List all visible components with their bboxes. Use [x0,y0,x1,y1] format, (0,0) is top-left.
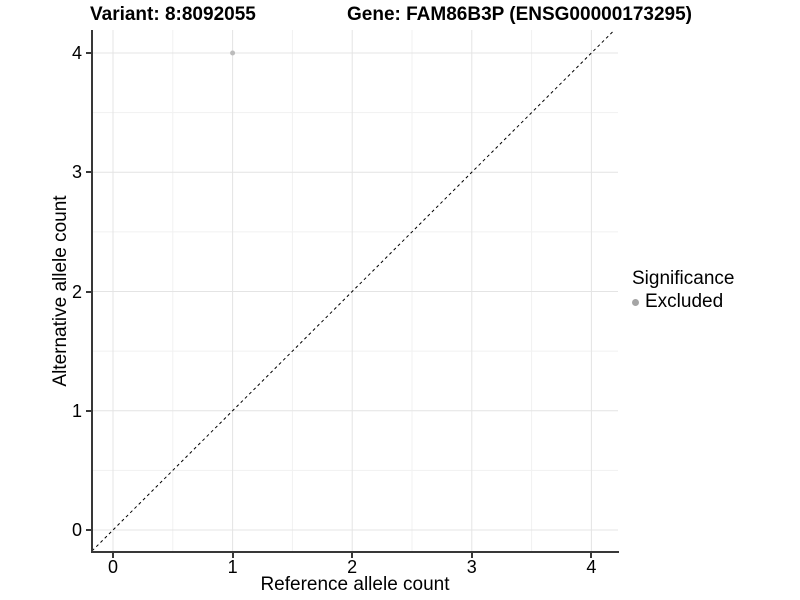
x-tick-label: 3 [466,557,477,577]
y-tick-mark [86,171,91,174]
y-tick-label: 2 [71,281,82,302]
y-tick-mark [86,409,91,412]
x-tick-label: 0 [107,557,118,577]
x-tick-label: 1 [227,557,238,577]
x-tick-label: 2 [347,557,358,577]
x-axis-line [91,551,619,553]
x-tick-mark [590,553,593,558]
y-tick-mark [86,52,91,54]
legend-item-label: Excluded [645,291,724,312]
legend-item-excluded: Excluded [632,291,734,313]
x-tick-mark [351,553,354,558]
identity-dashed-line [92,30,615,552]
y-tick-label: 0 [71,520,82,540]
y-tick-mark [86,290,91,293]
y-tick-label: 3 [71,162,82,183]
plot-canvas [92,30,618,552]
x-tick-label: 4 [586,557,597,577]
legend-title: Significance [632,268,735,289]
plot-title-variant: Variant: 8:8092055 [90,4,256,25]
plot-title-gene: Gene: FAM86B3P (ENSG00000173295) [347,4,692,25]
data-point [230,50,236,56]
legend: Significance Excluded [632,268,734,313]
x-tick-mark [470,553,473,558]
x-tick-mark [231,553,234,558]
x-axis-title: Reference allele count [260,574,450,595]
y-axis-line [91,30,93,553]
y-tick-label: 4 [71,43,82,63]
x-tick-mark [112,553,114,558]
y-tick-mark [86,529,91,531]
plot-panel [92,30,618,552]
y-tick-label: 1 [71,400,82,421]
legend-marker-circle-icon [632,298,639,306]
